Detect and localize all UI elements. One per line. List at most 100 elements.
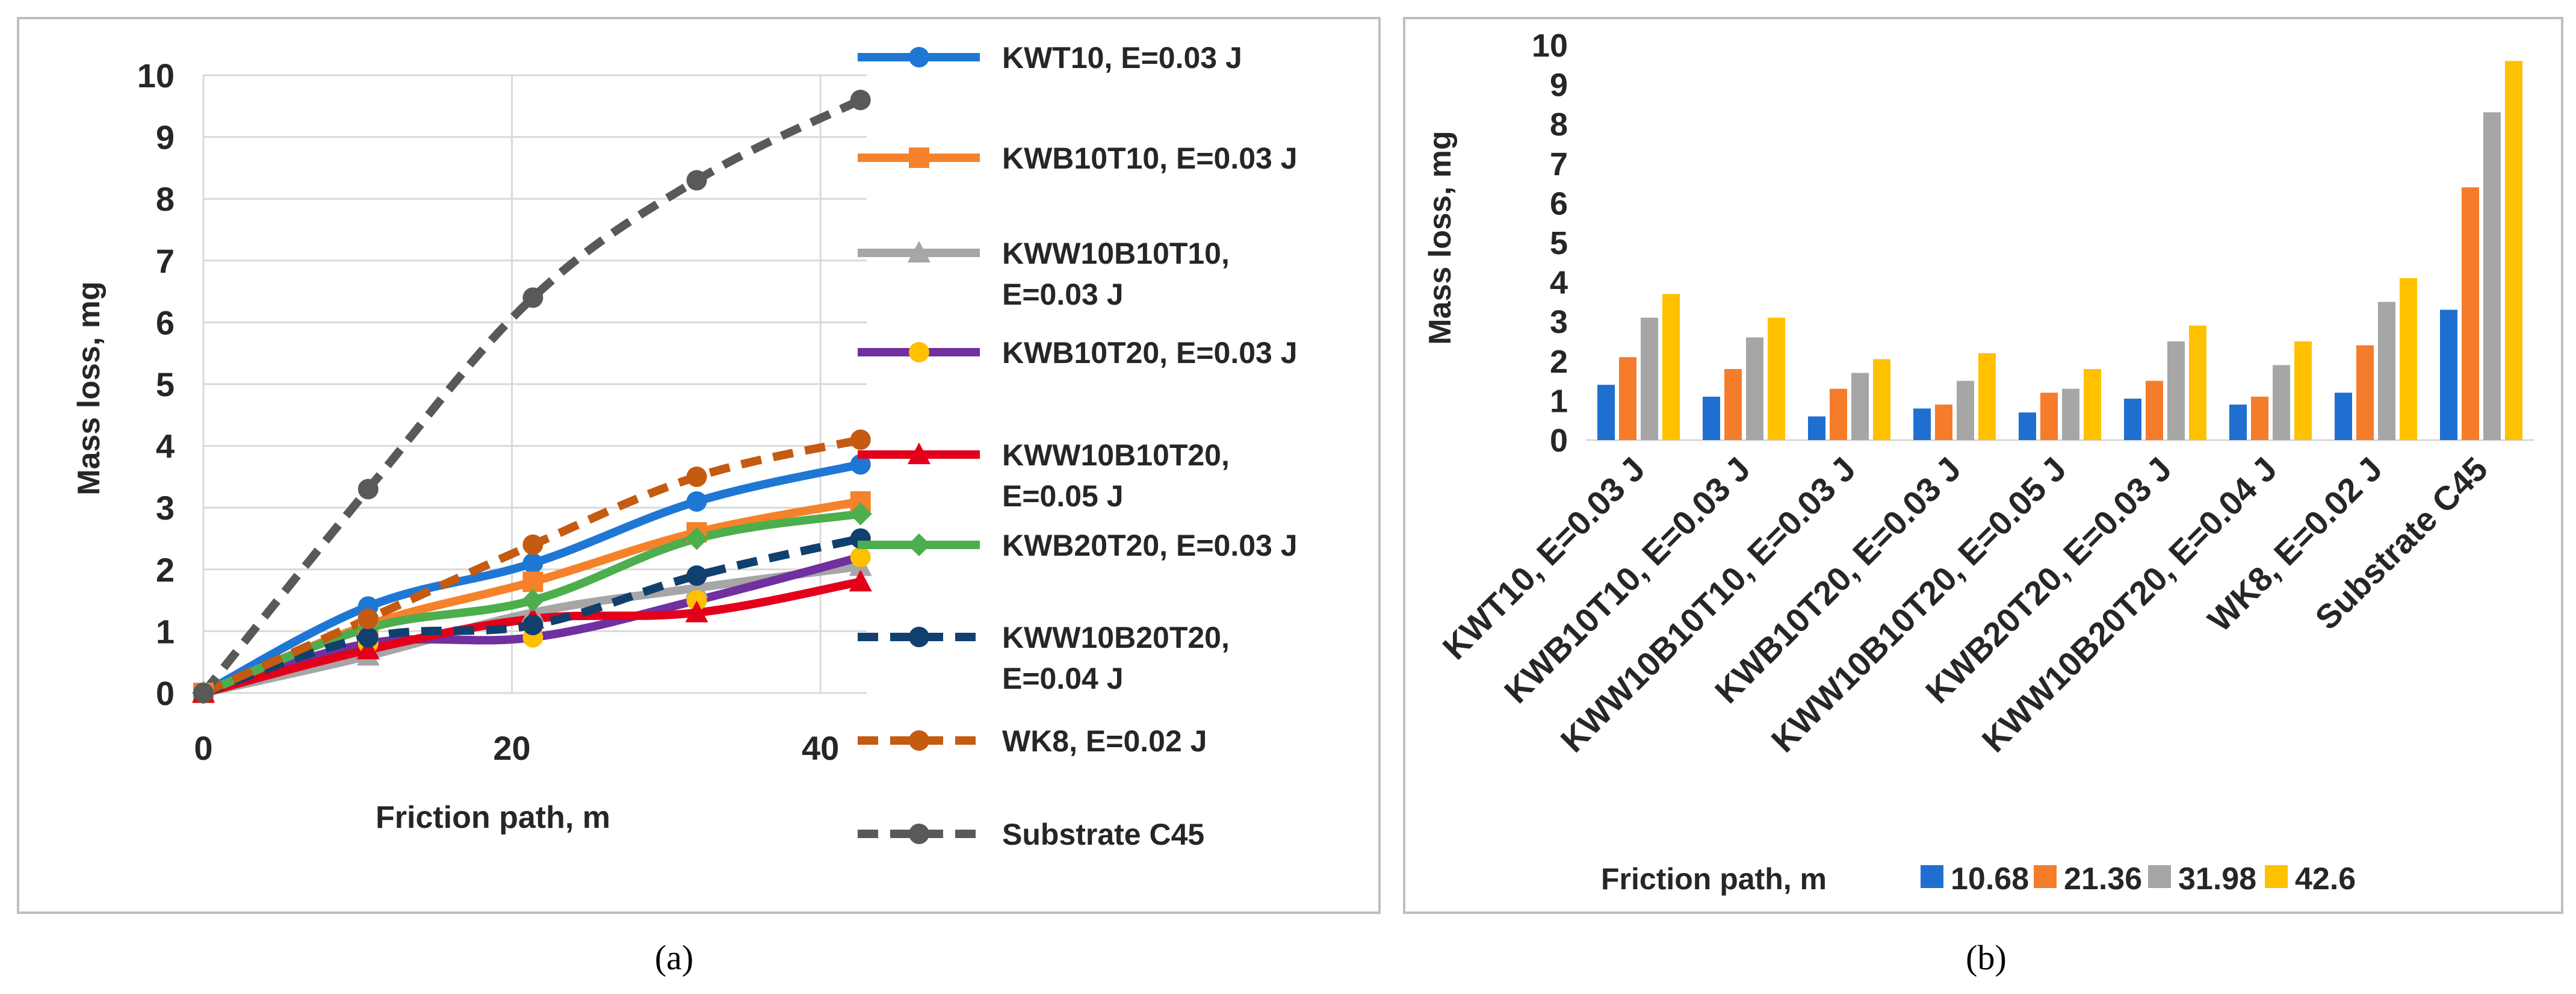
line-point-kwb20t20 [685,527,708,550]
line-chart-grid [202,74,867,694]
bar-chart-legend-title: Friction path, m [1601,862,1827,896]
legend-marker-kwt10 [909,47,929,67]
line-chart-y-ticks: 0 1 2 3 4 5 6 7 8 9 10 [137,57,175,712]
bar-chart-y-tick-label: 5 [1550,225,1568,261]
line-point-wk8 [522,534,543,555]
line-chart-y-tick-label: 1 [156,612,175,650]
line-point-kww10b20t20 [522,615,543,636]
bar-chart-y-tick-label: 10 [1532,28,1568,64]
legend-label-kww10b20t20: KWW10B20T20, [1002,621,1230,654]
legend-marker-kww10b10t20 [908,443,930,464]
line-chart-y-tick-label: 4 [156,427,175,465]
bar-chart-y-tick-label: 6 [1550,185,1568,222]
bar-legend-label-2: 31.98 [2178,862,2256,896]
bar-chart-y-tick-label: 7 [1550,146,1568,182]
line-point-kwb20t20 [849,502,872,526]
legend-marker-kwb20t20 [908,533,930,556]
line-chart-markers [192,90,872,704]
bar-10.68 [1597,385,1615,440]
line-point-c45 [850,90,871,111]
bar-31.98 [2378,302,2395,440]
bar-42.6 [1978,353,1996,440]
bar-42.6 [2505,61,2522,441]
line-chart-legend: KWT10, E=0.03 J KWB10T10, E=0.03 J KWW10B1… [858,41,1298,851]
line-point-kwt10 [850,454,871,475]
legend-label-kww10b10t20: KWW10B10T20, [1002,438,1230,472]
line-chart-y-axis-label: Mass loss, mg [72,281,107,495]
line-point-kwt10 [522,553,543,574]
legend-label-kwb20t20: KWB20T20, E=0.03 J [1002,529,1298,562]
bar-chart-y-tick-label: 0 [1550,423,1568,459]
bar-42.6 [2189,325,2206,440]
bar-31.98 [1851,373,1869,440]
bar-10.68 [2440,309,2457,440]
line-chart-y-tick-label: 0 [156,674,175,712]
bar-21.36 [1935,404,1952,440]
bar-10.68 [2019,412,2036,440]
bar-21.36 [1724,368,1742,440]
line-chart-y-tick-label: 8 [156,180,175,218]
bar-legend-swatch-1 [2034,865,2057,888]
panel-b-frame [1403,17,2563,914]
line-point-wk8 [686,466,707,487]
legend-marker-kwb10t10 [909,148,929,168]
line-point-kwb20t20 [521,589,545,612]
legend-label-kww10b10t10: E=0.03 J [1002,278,1124,311]
line-chart-y-tick-label: 5 [156,365,175,403]
bar-42.6 [1768,317,1785,440]
bar-31.98 [2273,365,2290,440]
bar-42.6 [1662,294,1680,440]
line-chart-y-tick-label: 9 [156,119,175,157]
bar-legend-swatch-3 [2265,865,2288,888]
bar-21.36 [1830,388,1847,440]
bar-10.68 [1913,408,1931,440]
bar-31.98 [1641,317,1658,440]
panel-a-frame [17,17,1381,914]
line-chart-x-axis-label: Friction path, m [376,800,610,835]
bar-chart-y-tick-label: 4 [1550,265,1568,301]
legend-label-kwt10: KWT10, E=0.03 J [1002,41,1242,75]
line-point-kww10b10t20 [685,600,708,623]
bar-legend-label-0: 10.68 [1951,862,2029,896]
line-point-c45 [522,287,543,308]
line-series-c45 [200,96,862,696]
line-chart-x-tick-label: 20 [493,729,530,767]
bar-chart-y-tick-label: 2 [1550,344,1568,380]
line-chart-panel: 0 1 2 3 4 5 6 7 8 9 10 0 20 40 Friction path, m Mass… [72,41,1298,851]
line-point-wk8 [358,608,379,629]
legend-marker-kwb10t20 [909,342,929,362]
line-chart-y-tick-label: 7 [156,242,175,280]
legend-label-kww10b20t20: E=0.04 J [1002,662,1124,695]
legend-marker-c45 [909,824,929,844]
bar-31.98 [1746,337,1763,440]
line-chart-x-tick-label: 0 [194,729,212,767]
line-point-kww10b20t20 [686,565,707,586]
bar-31.98 [2483,112,2501,440]
legend-label-kww10b10t20: E=0.05 J [1002,479,1124,513]
bar-21.36 [1619,357,1636,440]
bar-chart-y-tick-label: 3 [1550,304,1568,340]
line-point-kwt10 [686,491,707,512]
line-chart-y-tick-label: 6 [156,303,175,341]
bar-42.6 [2084,368,2101,440]
legend-label-kwb10t20: KWB10T20, E=0.03 J [1002,336,1298,370]
line-point-c45 [358,479,379,500]
bar-chart-y-tick-label: 9 [1550,67,1568,104]
panel-a-caption: (a) [655,938,693,977]
bar-31.98 [2167,341,2185,440]
line-point-kww10b10t20 [849,570,872,592]
line-chart-y-tick-label: 2 [156,551,175,589]
line-chart-x-tick-label: 40 [802,729,839,767]
bar-42.6 [2400,278,2417,440]
line-point-wk8 [850,429,871,450]
bar-chart-y-tick-label: 1 [1550,383,1568,419]
bar-legend-swatch-0 [1921,865,1943,888]
legend-label-wk8: WK8, E=0.02 J [1002,724,1207,758]
legend-label-c45: Substrate C45 [1002,818,1204,851]
bar-10.68 [1808,416,1825,440]
bar-42.6 [1873,359,1890,440]
line-point-c45 [686,170,707,191]
bar-chart-y-tick-label: 8 [1550,107,1568,143]
bar-42.6 [2294,341,2312,440]
